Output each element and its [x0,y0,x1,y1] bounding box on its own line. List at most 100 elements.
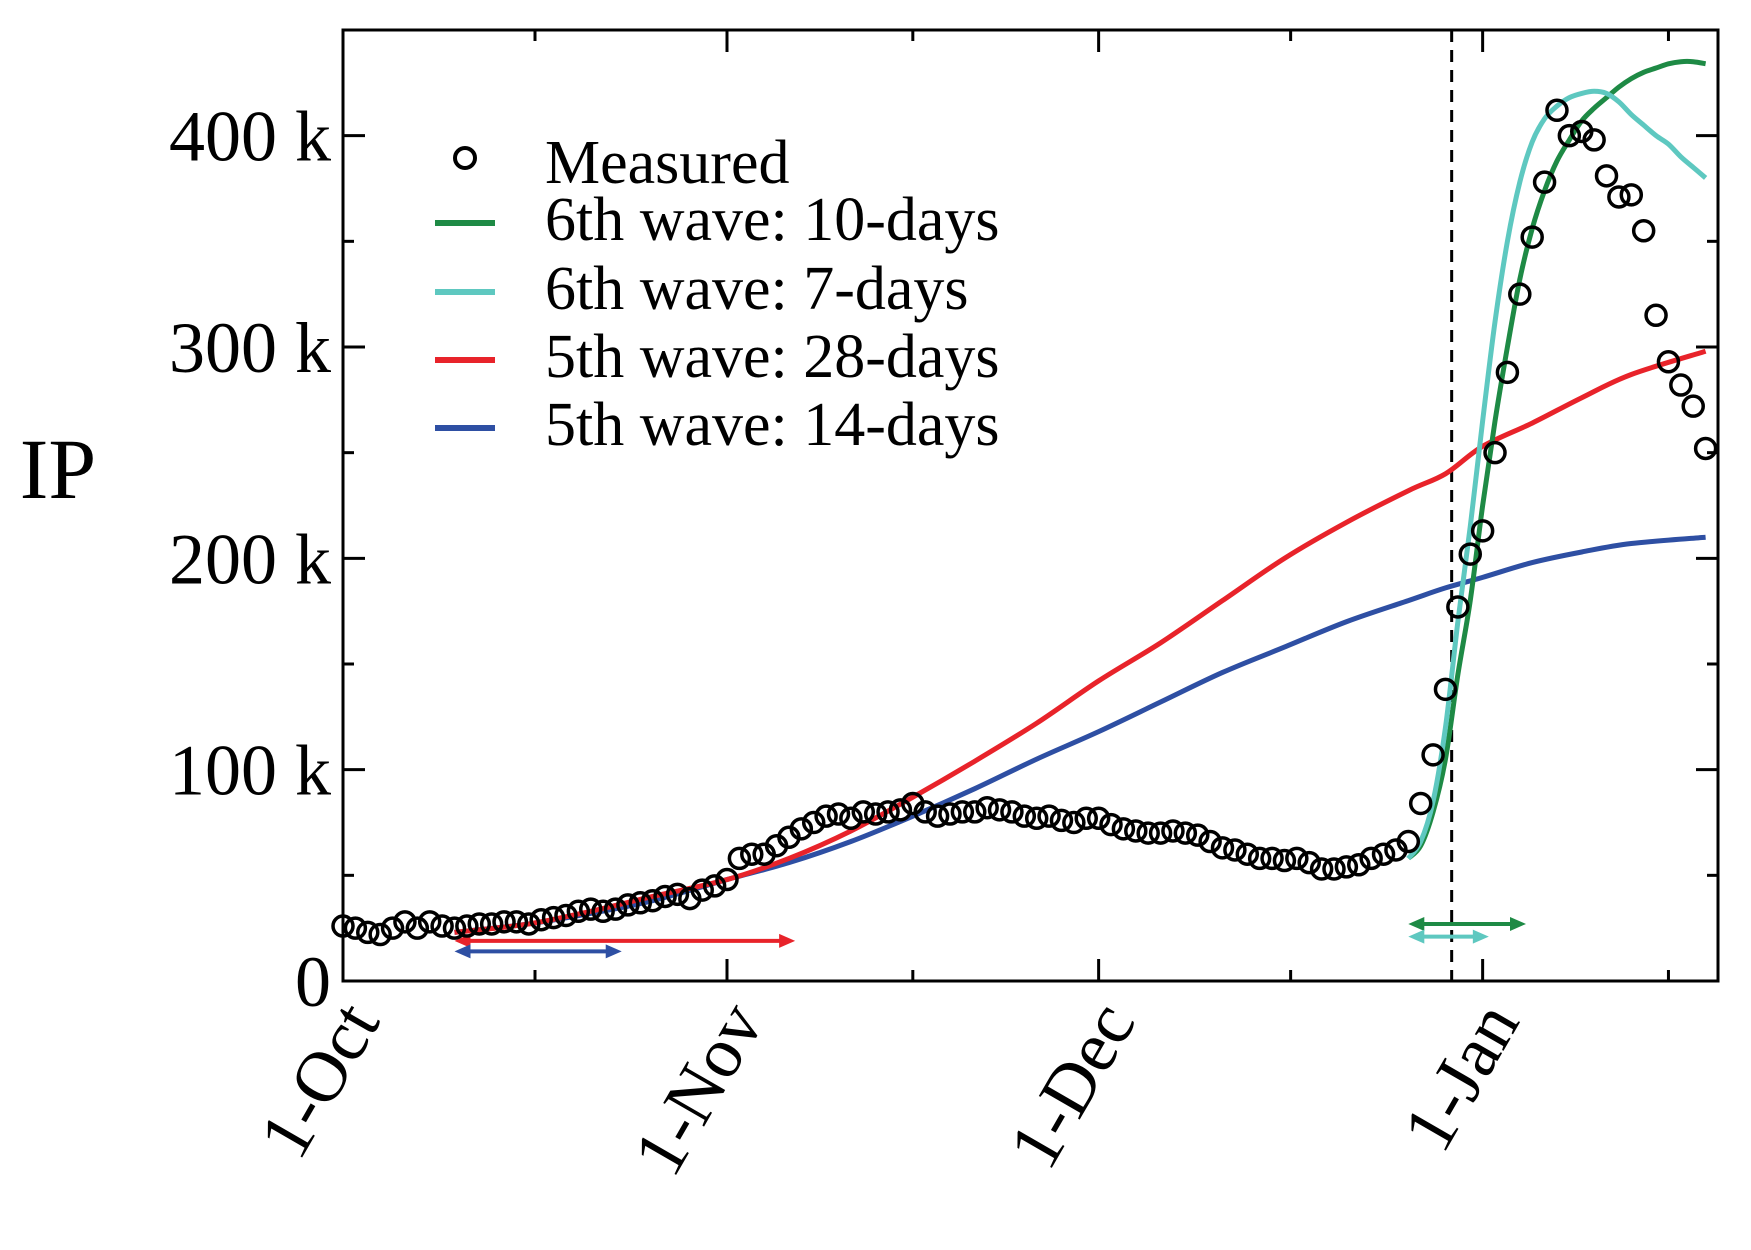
y-axis-title: IP [20,421,96,517]
measured-point [640,888,665,913]
measured-point [1644,303,1668,328]
measured-point [1508,282,1532,306]
measured-point [405,916,430,940]
measured-point [1086,806,1111,831]
measured-point [1545,98,1569,123]
measured-point [380,916,405,940]
measured-point [913,800,937,824]
measured-point [1235,842,1260,866]
fit-window-arrow-head-right [1472,929,1489,944]
y-tick-label: 0 [295,942,331,1022]
measured-point [467,912,492,936]
measured-point [1136,821,1160,845]
measured-point [591,899,615,924]
measured-point [1062,810,1086,835]
measured-point [1520,225,1544,249]
measured-point [653,884,677,909]
measured-point [1148,821,1173,845]
measured-point [1693,436,1718,461]
legend-label-6th-wave-10-days: 6th wave: 10-days [545,186,1000,254]
measured-point [566,899,591,924]
measured-point [1458,542,1483,566]
measured-point [603,897,628,921]
fit-window-arrow-6th-wave-7-days [1408,929,1489,944]
measured-point [1446,595,1470,619]
measured-point [950,800,975,824]
data-layer [331,30,1718,981]
measured-point [616,893,640,917]
fit-window-arrow-head-right [1509,916,1526,931]
measured-point [517,912,541,936]
measured-point [1483,440,1507,465]
measured-point [529,907,553,932]
measured-point [1681,394,1705,418]
y-tick-label: 300 k [169,308,331,388]
measured-point [479,912,504,936]
measured-point [1161,819,1185,843]
measured-point [1012,804,1037,828]
fit-window-arrow-head-left [1408,916,1425,931]
measured-point [1322,857,1346,881]
fit-window-arrow-6th-wave-10-days [1408,916,1526,931]
measured-point [578,897,603,921]
measured-point [1111,817,1136,841]
measured-point [1371,842,1396,866]
measured-point [1297,850,1321,875]
measured-point [1334,855,1359,879]
measured-point [541,905,566,930]
measured-point [690,878,714,902]
measured-point [938,802,962,826]
measured-point [1359,846,1383,871]
measured-point [1607,185,1631,209]
fit-window-arrow-5th-wave-14-days [454,944,622,959]
measured-point [888,798,913,822]
plot-frame [341,28,1720,983]
measured-point [715,867,739,892]
measured-point [1309,857,1334,881]
measured-point [368,922,392,947]
measured-point [814,804,838,828]
measured-point [1669,373,1693,397]
measured-point [925,804,950,828]
measured-point [1594,164,1619,188]
legend: Measured 6th wave: 10-days 6th wave: 7-d… [435,129,1000,459]
measured-point [343,916,368,940]
series-points-measured [331,98,1718,947]
measured-point [1582,128,1606,152]
series-line-5th-wave-28-days [454,348,1707,935]
measured-point [1396,829,1421,854]
y-tick-label: 200 k [169,519,331,599]
legend-marker-measured [453,146,477,170]
measured-point [1173,821,1198,845]
measured-point [442,916,467,940]
measured-point [863,802,888,826]
measured-point [740,842,764,866]
measured-point [1619,183,1644,207]
measured-point [504,910,529,934]
measured-point [1421,743,1445,767]
measured-point [1656,350,1681,374]
measured-point [554,903,578,928]
measured-point [1185,823,1210,847]
measured-point [1223,838,1247,862]
measured-point [1272,848,1297,873]
measured-point [975,795,999,820]
legend-label-6th-wave-7-days: 6th wave: 7-days [545,255,969,323]
fit-window-arrow-head-right [605,944,622,959]
y-tick-label: 400 k [169,97,331,177]
measured-point [1049,808,1074,833]
measured-point [455,914,479,938]
measured-point [430,914,454,938]
measured-point [1408,791,1433,816]
measured-point [963,800,987,824]
measured-point [1198,829,1222,854]
measured-point [1347,853,1371,877]
measured-point [851,800,876,824]
measured-point [826,802,851,826]
measured-point [1495,360,1520,385]
measured-point [393,910,417,934]
legend-label-5th-wave-28-days: 5th wave: 28-days [545,323,1000,391]
measured-point [987,798,1012,822]
measured-point [876,800,900,824]
